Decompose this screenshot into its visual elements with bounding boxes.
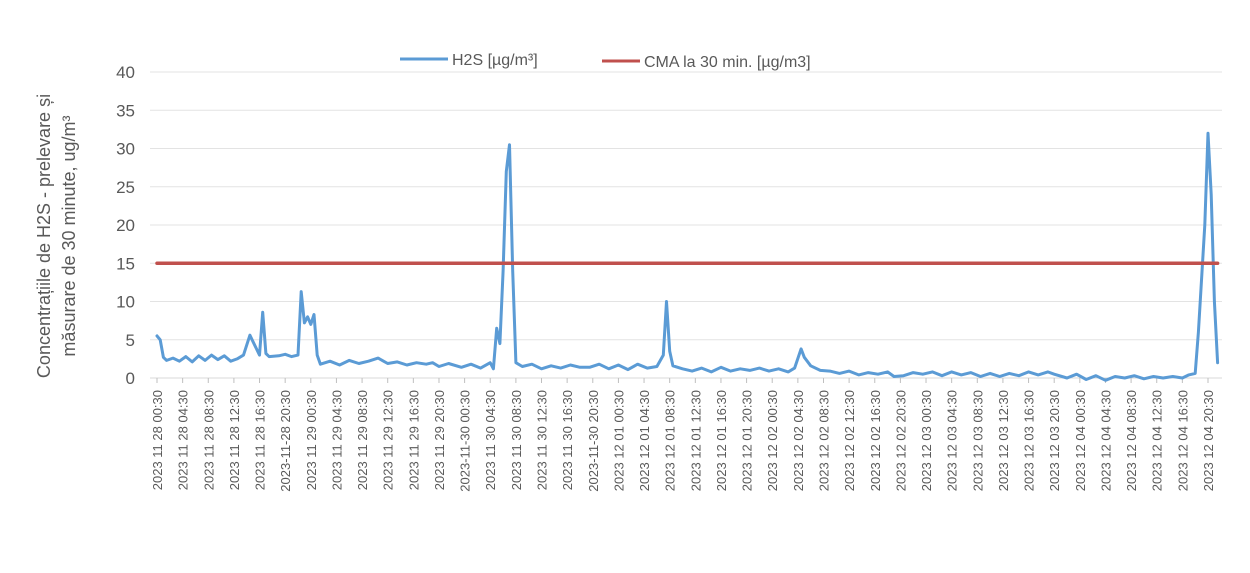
x-tick-label-21: 2023 12 01 12:30 — [688, 390, 703, 491]
y-tick-label-5: 5 — [126, 331, 135, 350]
x-tick-label-29: 2023 12 02 20:30 — [893, 390, 908, 491]
x-tick-label-2: 2023 11 28 08:30 — [201, 390, 216, 490]
x-tick-label-38: 2023 12 04 08:30 — [1124, 390, 1139, 491]
x-tick-label-12: 2023-11-30 00:30 — [458, 390, 473, 492]
y-tick-label-10: 10 — [116, 293, 135, 312]
x-tick-label-40: 2023 12 04 16:30 — [1175, 390, 1190, 491]
x-axis: 2023 11 28 00:30 2023 11 28 04:30 2023 11 … — [150, 378, 1216, 492]
x-tick-label-0: 2023 11 28 00:30 — [150, 390, 165, 490]
y-tick-label-40: 40 — [116, 63, 135, 82]
x-tick-label-13: 2023 11 30 04:30 — [483, 390, 498, 490]
legend: H2S [µg/m³] CMA la 30 min. [µg/m3] — [400, 52, 811, 71]
x-tick-label-25: 2023 12 02 04:30 — [791, 390, 806, 491]
series-lines — [155, 131, 1220, 382]
x-tick-label-4: 2023 11 28 16:30 — [253, 390, 268, 490]
y-tick-label-15: 15 — [116, 254, 135, 273]
y-axis-title-line-1: Concentrațiile de H2S - prelevare și — [34, 94, 54, 378]
y-tick-label-35: 35 — [116, 101, 135, 120]
x-tick-label-24: 2023 12 02 00:30 — [765, 390, 780, 491]
x-tick-label-36: 2023 12 04 00:30 — [1073, 390, 1088, 491]
series-line-h2s — [155, 131, 1220, 382]
x-tick-label-26: 2023 12 02 08:30 — [816, 390, 831, 491]
y-axis-title: Concentrațiile de H2S - prelevare și măs… — [34, 94, 79, 378]
x-tick-label-20: 2023 12 01 08:30 — [663, 390, 678, 491]
x-tick-label-14: 2023 11 30 08:30 — [509, 390, 524, 490]
x-tick-label-7: 2023 11 29 04:30 — [329, 390, 344, 490]
x-tick-label-33: 2023 12 03 12:30 — [996, 390, 1011, 491]
y-tick-label-25: 25 — [116, 178, 135, 197]
x-tick-label-6: 2023 11 29 00:30 — [304, 390, 319, 490]
x-tick-label-15: 2023 11 30 12:30 — [535, 390, 550, 490]
x-tick-label-16: 2023 11 30 16:30 — [560, 390, 575, 490]
x-tick-label-32: 2023 12 03 08:30 — [970, 390, 985, 491]
y-tick-label-0: 0 — [126, 369, 135, 388]
y-tick-label-30: 30 — [116, 140, 135, 159]
x-tick-label-11: 2023 11 29 20:30 — [432, 390, 447, 490]
x-tick-label-19: 2023 12 01 04:30 — [637, 390, 652, 491]
x-tick-label-1: 2023 11 28 04:30 — [176, 390, 191, 490]
x-tick-label-34: 2023 12 03 16:30 — [1022, 390, 1037, 491]
x-tick-label-35: 2023 12 03 20:30 — [1047, 390, 1062, 491]
x-tick-label-5: 2023-11-28 20:30 — [278, 390, 293, 492]
x-tick-label-31: 2023 12 03 04:30 — [945, 390, 960, 491]
legend-h2s-label: H2S [µg/m³] — [452, 52, 538, 69]
x-tick-label-3: 2023 11 28 12:30 — [227, 390, 242, 490]
legend-cma-label: CMA la 30 min. [µg/m3] — [644, 54, 811, 71]
x-tick-label-28: 2023 12 02 16:30 — [868, 390, 883, 491]
x-tick-label-23: 2023 12 01 20:30 — [740, 390, 755, 491]
y-axis: 0 5 10 15 20 25 30 35 40 — [116, 63, 135, 388]
x-tick-label-9: 2023 11 29 12:30 — [381, 390, 396, 490]
x-tick-label-10: 2023 11 29 16:30 — [406, 390, 421, 490]
x-tick-label-30: 2023 12 03 00:30 — [919, 390, 934, 491]
x-tick-label-27: 2023 12 02 12:30 — [842, 390, 857, 491]
x-tick-label-8: 2023 11 29 08:30 — [355, 390, 370, 490]
x-tick-label-41: 2023 12 04 20:30 — [1201, 390, 1216, 491]
y-axis-title-line-2: măsurare de 30 minute, ug/m³ — [59, 115, 79, 356]
x-tick-label-18: 2023 12 01 00:30 — [611, 390, 626, 491]
y-tick-label-20: 20 — [116, 216, 135, 235]
x-tick-label-22: 2023 12 01 16:30 — [714, 390, 729, 491]
x-tick-label-17: 2023-11-30 20:30 — [586, 390, 601, 492]
x-tick-label-39: 2023 12 04 12:30 — [1150, 390, 1165, 491]
x-tick-label-37: 2023 12 04 04:30 — [1098, 390, 1113, 491]
